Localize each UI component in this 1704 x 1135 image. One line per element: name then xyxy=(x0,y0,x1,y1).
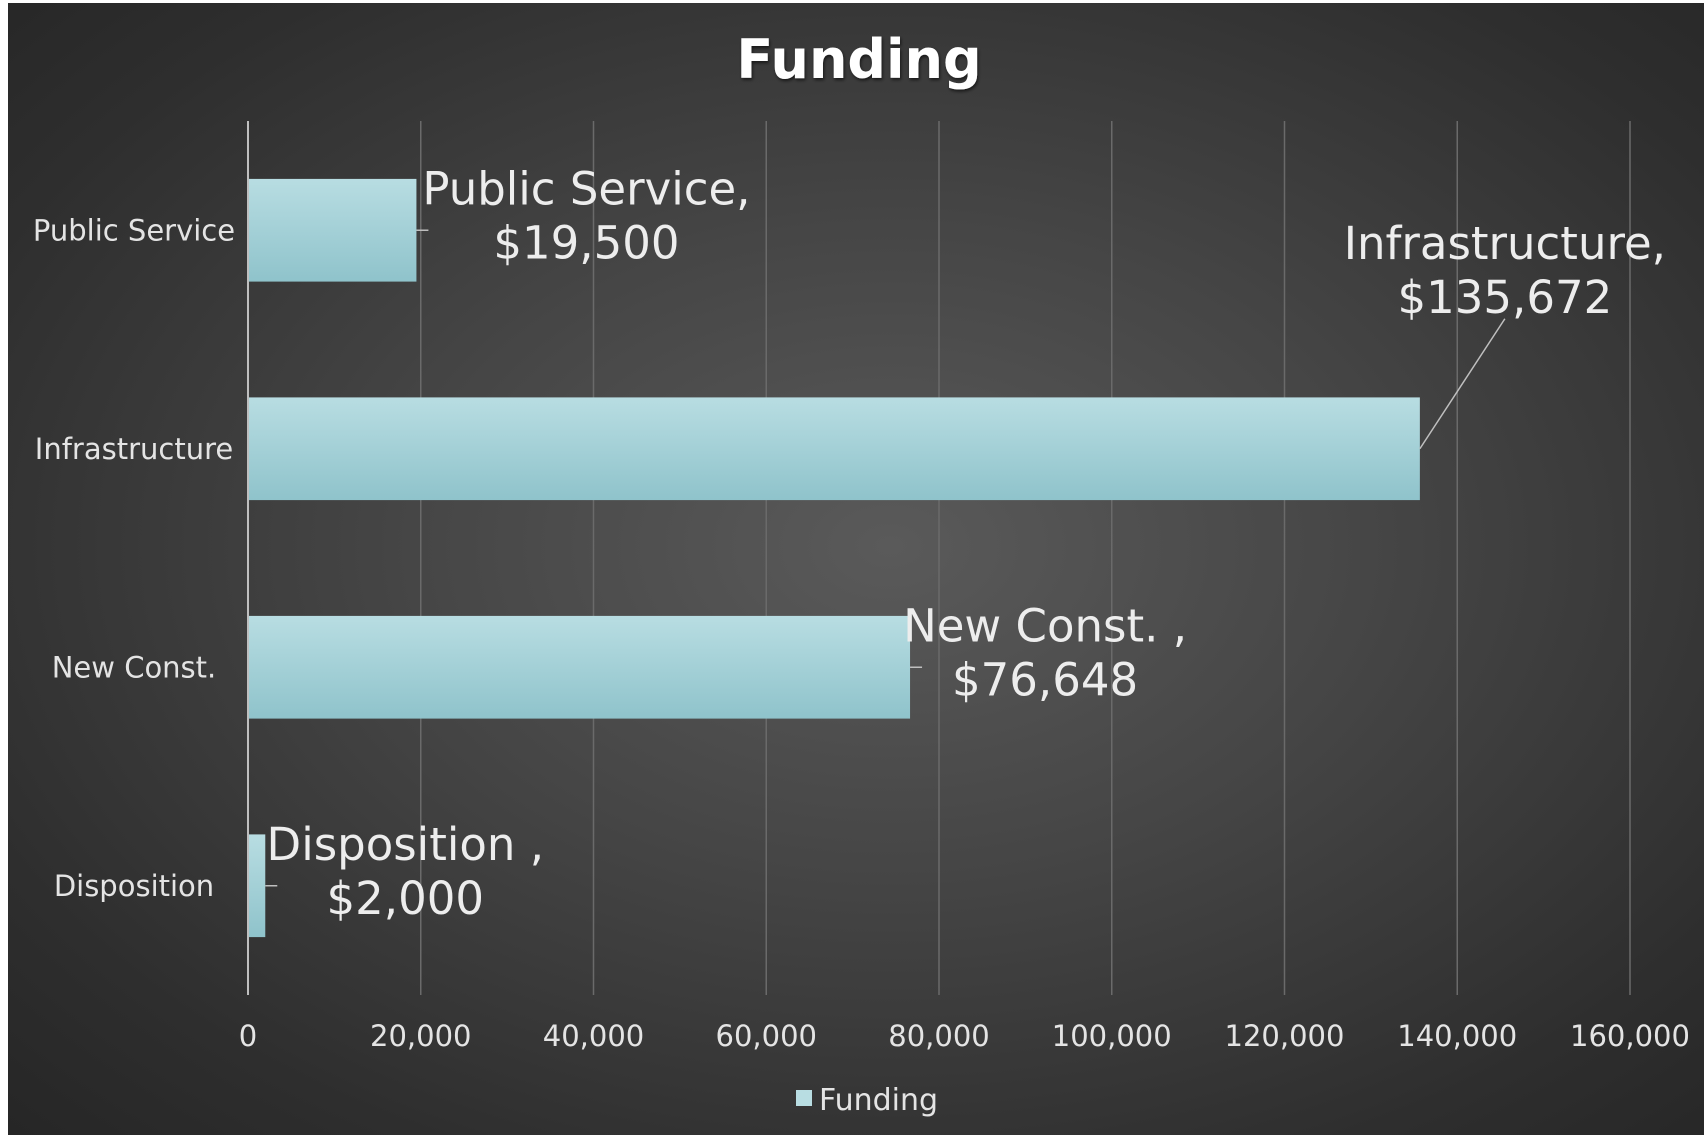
x-tick-label: 100,000 xyxy=(1052,1019,1172,1053)
bar xyxy=(248,178,417,282)
bar xyxy=(248,834,266,938)
data-label-line: Disposition , xyxy=(267,818,544,871)
data-label-line: Public Service, xyxy=(422,162,750,215)
chart-title: Funding xyxy=(736,28,981,91)
x-tick-label: 80,000 xyxy=(888,1019,989,1053)
data-label: Disposition , $2,000 xyxy=(267,818,544,925)
data-label-line: $135,672 xyxy=(1398,271,1613,324)
data-labels: Public Service, $19,500 Infrastructure, $13… xyxy=(267,162,1666,925)
data-label: Infrastructure, $135,672 xyxy=(1344,217,1666,324)
bar xyxy=(248,615,911,719)
leader-line xyxy=(1419,318,1506,450)
x-tick-label: 120,000 xyxy=(1225,1019,1345,1053)
x-tick-label: 60,000 xyxy=(716,1019,817,1053)
data-label-line: Infrastructure, xyxy=(1344,217,1666,270)
data-label-line: New Const. , xyxy=(903,599,1187,652)
x-tick-label: 40,000 xyxy=(543,1019,644,1053)
x-tick-label: 0 xyxy=(239,1019,257,1053)
x-tick-label: 20,000 xyxy=(370,1019,471,1053)
leader-lines xyxy=(265,229,1506,887)
x-tick-label: 140,000 xyxy=(1397,1019,1517,1053)
legend: Funding xyxy=(796,1083,938,1118)
chart-area: Funding Public Service, $19,500 Infrastruc… xyxy=(8,3,1704,1135)
data-label-line: $76,648 xyxy=(952,653,1138,706)
bars xyxy=(248,178,1420,938)
data-label: Public Service, $19,500 xyxy=(422,162,750,269)
data-label: New Const. , $76,648 xyxy=(903,599,1187,706)
funding-bar-chart: Funding Public Service, $19,500 Infrastruc… xyxy=(33,28,1690,1118)
bar xyxy=(248,397,1420,501)
y-category-label: New Const. xyxy=(52,650,217,684)
legend-swatch xyxy=(796,1090,812,1106)
gridlines xyxy=(420,121,1631,995)
x-tick-label: 160,000 xyxy=(1570,1019,1690,1053)
y-category-label: Disposition xyxy=(54,869,214,903)
axes: 0 20,000 40,000 60,000 80,000 100,000 120,000 1… xyxy=(33,121,1690,1053)
data-label-line: $19,500 xyxy=(493,216,679,269)
y-category-label: Public Service xyxy=(33,213,235,247)
y-category-label: Infrastructure xyxy=(35,432,233,466)
data-label-line: $2,000 xyxy=(327,872,484,925)
legend-label: Funding xyxy=(819,1083,938,1118)
